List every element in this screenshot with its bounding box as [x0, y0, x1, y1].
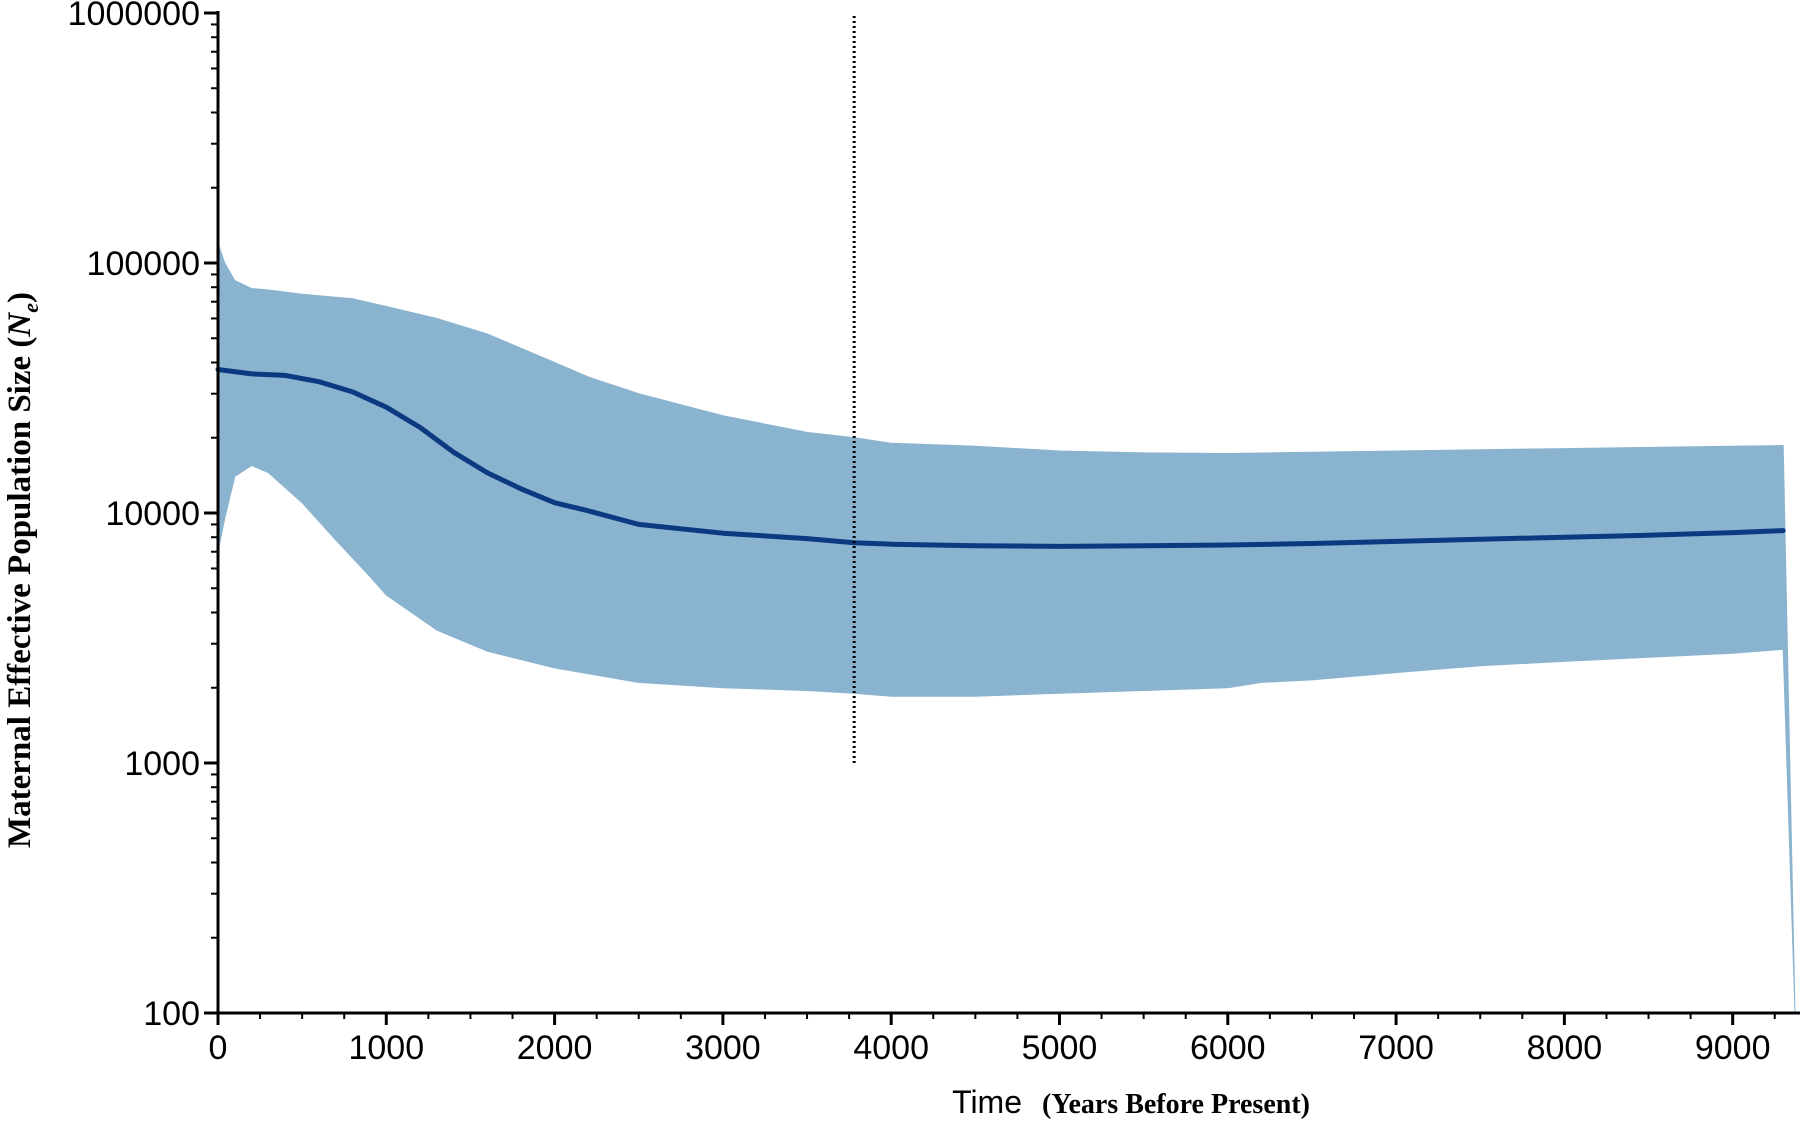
- hpd-interval-band: [217, 243, 1796, 1014]
- y-tick-label: 1000: [124, 745, 200, 783]
- x-tick-label: 4000: [853, 1029, 929, 1067]
- y-tick-label: 1000000: [68, 0, 200, 33]
- x-tick-label: 0: [209, 1029, 228, 1067]
- axes: 0 1000 2000 3000 4000 5000 6000 7000 8000 9000 100…: [68, 0, 1800, 1067]
- y-tick-label: 10000: [105, 495, 200, 533]
- x-tick-label: 9000: [1695, 1029, 1771, 1067]
- y-tick-label: 100: [143, 995, 200, 1033]
- x-tick-label: 7000: [1358, 1029, 1434, 1067]
- x-tick-label: 8000: [1527, 1029, 1603, 1067]
- median-line: [215, 367, 1786, 549]
- y-axis-title-symbol: N: [2, 312, 38, 338]
- x-tick-label: 3000: [685, 1029, 761, 1067]
- x-tick-label: 2000: [517, 1029, 593, 1067]
- x-tick-label: 1000: [348, 1029, 424, 1067]
- y-tick-label: 100000: [87, 245, 200, 283]
- y-axis-title-main: Maternal Effective Population Size (: [2, 337, 38, 848]
- plot-area: [215, 13, 1796, 1014]
- x-tick-label: 5000: [1022, 1029, 1098, 1067]
- x-axis-subtitle: (Years Before Present): [1042, 1089, 1310, 1120]
- y-axis-title-close: ): [2, 292, 38, 303]
- x-axis-title: Time: [952, 1084, 1022, 1120]
- y-axis-title-subscript: e: [18, 303, 43, 313]
- x-tick-label: 6000: [1190, 1029, 1266, 1067]
- y-axis-title: Maternal Effective Population Size (Ne): [2, 292, 43, 848]
